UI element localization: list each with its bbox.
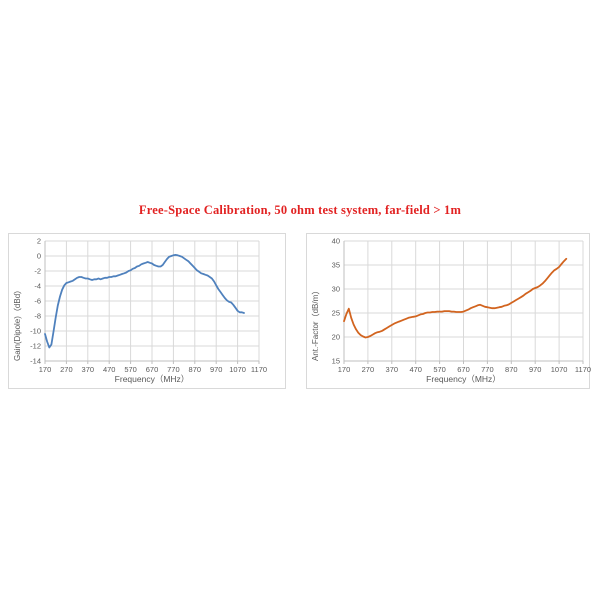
gain-x-axis-title: Frequency（MHz） xyxy=(114,374,190,384)
gain-chart: 2 0 -2 -4 -6 -8 -10 -12 -14 170 270 370 470 570 670 770… xyxy=(8,233,286,389)
x-tick-label: 870 xyxy=(189,365,202,374)
x-tick-label: 570 xyxy=(433,365,446,374)
y-tick-label: 0 xyxy=(37,252,41,261)
gain-series-line xyxy=(44,253,245,349)
x-tick-label: 470 xyxy=(103,365,116,374)
gain-y-axis-title: Gain(Dipole)（dBd） xyxy=(13,285,22,361)
x-tick-label: 670 xyxy=(146,365,159,374)
antenna-factor-y-axis-title: Ant.-Factor（dB/m） xyxy=(311,286,320,361)
x-tick-label: 370 xyxy=(386,365,399,374)
x-tick-label: 170 xyxy=(39,365,52,374)
antenna-factor-chart: 40 35 30 25 20 15 170 270 370 470 570 670 770 870 970 1… xyxy=(306,233,591,389)
y-tick-label: -10 xyxy=(30,327,41,336)
antenna-factor-x-axis-title: Frequency（MHz） xyxy=(426,374,501,384)
y-tick-label: -12 xyxy=(30,342,41,351)
x-tick-label: 270 xyxy=(60,365,73,374)
y-tick-label: -6 xyxy=(34,297,41,306)
y-tick-label: -8 xyxy=(34,312,41,321)
y-tick-label: -14 xyxy=(30,357,41,366)
y-tick-label: 20 xyxy=(332,333,340,342)
y-tick-label: -4 xyxy=(34,282,41,291)
x-tick-label: 170 xyxy=(338,365,351,374)
y-tick-label: 40 xyxy=(332,237,340,246)
x-tick-label: 1170 xyxy=(575,365,591,374)
y-tick-label: 15 xyxy=(332,357,340,366)
y-tick-label: 25 xyxy=(332,309,340,318)
y-tick-label: 2 xyxy=(37,237,41,246)
x-tick-label: 1070 xyxy=(229,365,246,374)
x-tick-label: 1170 xyxy=(251,365,267,374)
y-tick-label: -2 xyxy=(34,267,41,276)
x-tick-label: 770 xyxy=(167,365,180,374)
x-tick-label: 770 xyxy=(481,365,494,374)
antenna-factor-series-line xyxy=(343,257,568,339)
x-tick-label: 570 xyxy=(124,365,137,374)
x-tick-label: 270 xyxy=(362,365,375,374)
x-tick-label: 1070 xyxy=(551,365,568,374)
y-tick-label: 30 xyxy=(332,285,340,294)
page-title: Free-Space Calibration, 50 ohm test syst… xyxy=(138,203,462,217)
x-tick-label: 370 xyxy=(82,365,95,374)
y-tick-label: 35 xyxy=(332,261,340,270)
x-tick-label: 970 xyxy=(210,365,223,374)
x-tick-label: 470 xyxy=(409,365,422,374)
x-tick-label: 970 xyxy=(529,365,542,374)
x-tick-label: 870 xyxy=(505,365,518,374)
x-tick-label: 670 xyxy=(457,365,470,374)
